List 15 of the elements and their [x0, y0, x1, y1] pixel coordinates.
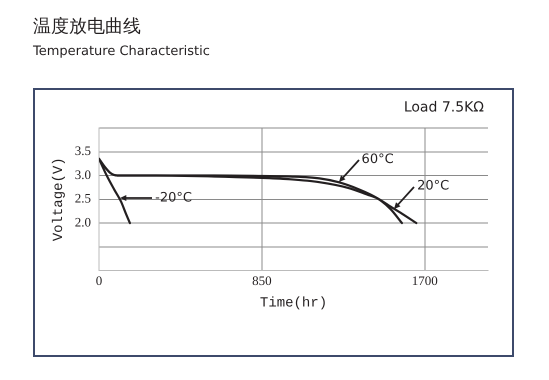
annotation: 20°C — [417, 178, 450, 194]
chart-title: 温度放电曲线 — [33, 15, 141, 38]
x-tick-label: 0 — [96, 272, 102, 288]
y-tick-label: 3.5 — [74, 143, 92, 158]
chart-subtitle: Temperature Characteristic — [33, 44, 210, 59]
annotation: -20°C — [155, 190, 192, 206]
x-axis-title: Time(hr) — [260, 295, 328, 312]
x-tick-label: 1700 — [412, 272, 438, 288]
x-tick-label: 850 — [252, 272, 272, 288]
y-tick-label: 2.5 — [74, 190, 92, 206]
text: Load 7.5KΩ — [404, 100, 484, 116]
y-tick-label: 3.0 — [74, 166, 92, 182]
y-tick-label: 2.0 — [74, 214, 92, 230]
annotation: 60°C — [362, 152, 394, 168]
y-axis-title: Voltage(V) — [51, 157, 68, 242]
